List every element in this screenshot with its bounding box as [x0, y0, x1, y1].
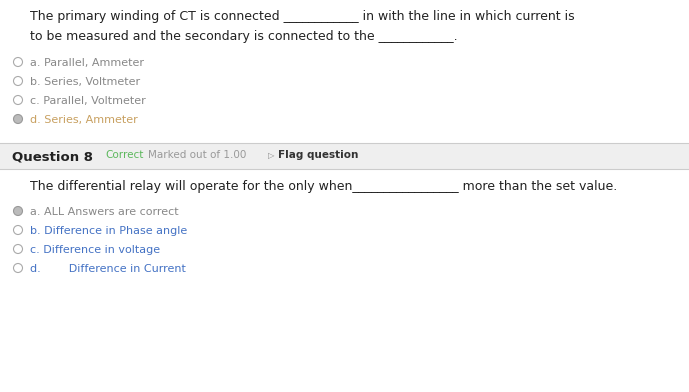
- Text: Flag question: Flag question: [278, 150, 358, 160]
- Text: c. Parallel, Voltmeter: c. Parallel, Voltmeter: [30, 96, 146, 106]
- Text: d.        Difference in Current: d. Difference in Current: [30, 264, 186, 274]
- Text: ▷: ▷: [268, 151, 274, 160]
- Text: c. Difference in voltage: c. Difference in voltage: [30, 245, 160, 255]
- Circle shape: [14, 114, 23, 123]
- Text: Marked out of 1.00: Marked out of 1.00: [148, 150, 247, 160]
- Text: Correct: Correct: [105, 150, 143, 160]
- Bar: [0, 143, 689, 169]
- Text: Question 8: Question 8: [12, 150, 93, 163]
- Text: a. ALL Answers are correct: a. ALL Answers are correct: [30, 207, 178, 217]
- Text: b. Series, Voltmeter: b. Series, Voltmeter: [30, 77, 140, 87]
- Text: to be measured and the secondary is connected to the ____________.: to be measured and the secondary is conn…: [30, 30, 457, 43]
- Text: The differential relay will operate for the only when_________________ more than: The differential relay will operate for …: [30, 180, 617, 193]
- Text: d. Series, Ammeter: d. Series, Ammeter: [30, 115, 138, 125]
- Circle shape: [14, 207, 23, 216]
- Text: The primary winding of CT is connected ____________ in with the line in which cu: The primary winding of CT is connected _…: [30, 10, 575, 23]
- Text: a. Parallel, Ammeter: a. Parallel, Ammeter: [30, 58, 144, 68]
- Text: b. Difference in Phase angle: b. Difference in Phase angle: [30, 226, 187, 236]
